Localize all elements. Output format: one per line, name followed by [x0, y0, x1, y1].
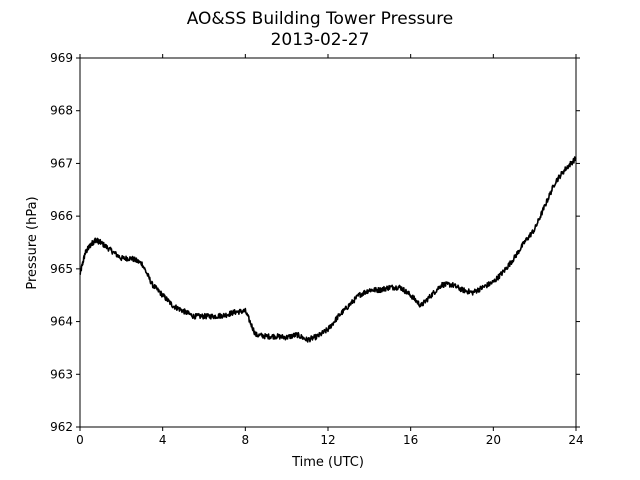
x-tick-label: 20 [486, 433, 501, 447]
y-tick-label: 968 [50, 104, 73, 118]
x-tick-label: 0 [76, 433, 84, 447]
x-tick-label: 16 [403, 433, 418, 447]
plot-frame [79, 57, 577, 428]
x-axis-label: Time (UTC) [291, 455, 364, 470]
x-tick-label: 8 [242, 433, 250, 447]
chart-title: AO&SS Building Tower Pressure [187, 9, 454, 29]
chart-subtitle: 2013-02-27 [271, 30, 370, 50]
y-tick-label: 965 [50, 262, 73, 276]
y-tick-label: 962 [50, 420, 73, 434]
x-tick-label: 12 [320, 433, 335, 447]
y-axis-label: Pressure (hPa) [25, 196, 40, 289]
y-tick-label: 964 [50, 315, 73, 329]
plot-area: 0 4 8 12 16 20 24 962 963 964 965 966 967 968 969 [50, 51, 584, 447]
x-tick-label: 24 [568, 433, 583, 447]
y-tick-label: 967 [50, 156, 73, 170]
y-tick-label: 963 [50, 367, 73, 381]
y-tick-label: 966 [50, 209, 73, 223]
y-tick-label: 969 [50, 51, 73, 65]
x-tick-label: 4 [159, 433, 167, 447]
series-line [79, 156, 577, 343]
